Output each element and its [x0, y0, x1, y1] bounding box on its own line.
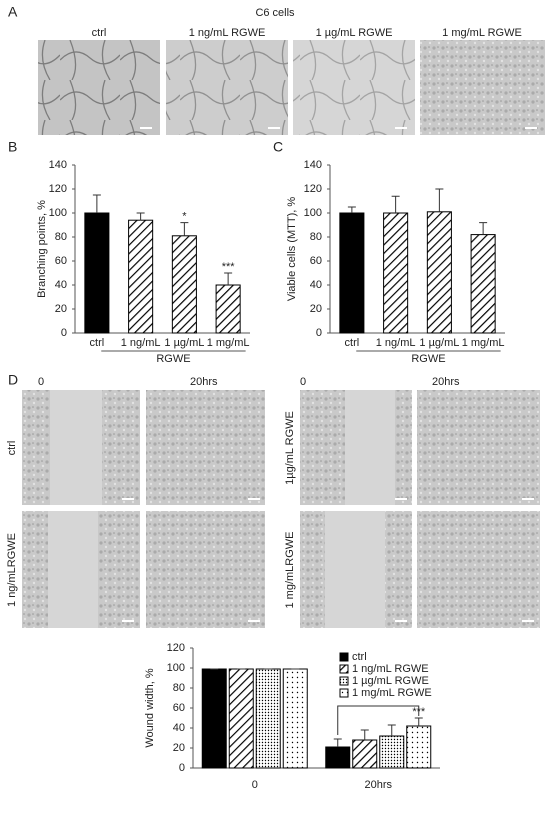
y-tick-label: 40 [173, 722, 185, 734]
micrographs-d [22, 390, 540, 628]
bar [201, 668, 227, 769]
image-label: ctrl [92, 27, 107, 39]
error-bar [391, 195, 400, 213]
annotation: *** [412, 706, 426, 718]
panel-title: C6 cells [255, 7, 295, 19]
bar [406, 725, 432, 769]
y-tick-label: 80 [310, 231, 322, 243]
group-label: RGWE [156, 353, 190, 365]
error-bar [347, 206, 356, 213]
error-bar [136, 212, 145, 221]
legend-swatch [339, 652, 349, 662]
y-tick-label: 20 [55, 303, 67, 315]
row-label: 1 ng/mLRGWE [6, 533, 18, 607]
x-tick-label: ctrl [345, 337, 360, 349]
bar [255, 668, 281, 769]
y-tick-label: 100 [49, 207, 67, 219]
group-label: RGWE [411, 353, 445, 365]
panel-label: C [273, 139, 283, 155]
y-tick-label: 140 [49, 159, 67, 171]
x-tick-label: 1 mg/mL [207, 337, 250, 349]
x-tick-label: 0 [252, 779, 258, 791]
y-axis-label: Branching points, % [36, 200, 48, 298]
error-bar [360, 729, 369, 740]
x-tick-label: 1 mg/mL [462, 337, 505, 349]
y-tick-label: 120 [167, 642, 185, 654]
annotation: * [182, 211, 187, 223]
y-tick-label: 40 [55, 279, 67, 291]
y-tick-label: 60 [310, 255, 322, 267]
y-tick-label: 0 [61, 327, 67, 339]
legend-swatch [339, 688, 349, 698]
error-bar [414, 717, 423, 726]
error-bar [387, 724, 396, 736]
bar [128, 219, 154, 334]
y-tick-label: 100 [167, 662, 185, 674]
legend-label: 1 µg/mL RGWE [352, 675, 429, 687]
y-tick-label: 20 [173, 742, 185, 754]
error-bar [479, 222, 488, 235]
x-tick-label: ctrl [90, 337, 105, 349]
bar [383, 212, 409, 334]
bar [171, 235, 197, 334]
panel-label: D [8, 372, 18, 388]
y-tick-label: 40 [310, 279, 322, 291]
legend-swatch [339, 676, 349, 686]
bar [325, 746, 351, 769]
row-label: 1 mg/mLRGWE [284, 531, 296, 608]
bar [470, 234, 496, 334]
y-axis-label: Viable cells (MTT), % [286, 197, 298, 302]
error-bar [435, 188, 444, 212]
bar [215, 284, 241, 334]
bar [84, 212, 110, 334]
x-tick-label: 1 µg/mL [419, 337, 459, 349]
time-label: 0 [300, 376, 306, 388]
panel-label: B [8, 139, 17, 155]
panel-label: A [8, 4, 18, 20]
bar [426, 211, 452, 334]
bracket [337, 705, 420, 735]
x-tick-label: 1 µg/mL [164, 337, 204, 349]
y-tick-label: 60 [55, 255, 67, 267]
y-axis-label: Wound width, % [144, 668, 156, 748]
image-label: 1 µg/mL RGWE [316, 27, 393, 39]
y-tick-label: 120 [49, 183, 67, 195]
row-label: 1µg/mL RGWE [284, 411, 296, 485]
error-bar [224, 272, 233, 285]
y-tick-label: 0 [179, 762, 185, 774]
time-label: 20hrs [432, 376, 460, 388]
y-tick-label: 80 [55, 231, 67, 243]
bar [379, 735, 405, 769]
image-label: 1 ng/mL RGWE [189, 27, 266, 39]
row-label: ctrl [6, 441, 18, 456]
annotation: *** [222, 261, 236, 273]
error-bar [180, 222, 189, 236]
x-tick-label: 1 ng/mL [121, 337, 161, 349]
error-bar [333, 738, 342, 747]
time-label: 20hrs [190, 376, 218, 388]
x-tick-label: 20hrs [364, 779, 392, 791]
bar [228, 668, 254, 769]
y-tick-label: 140 [304, 159, 322, 171]
y-tick-label: 0 [316, 327, 322, 339]
y-tick-label: 120 [304, 183, 322, 195]
legend-label: 1 ng/mL RGWE [352, 663, 429, 675]
time-label: 0 [38, 376, 44, 388]
legend-label: ctrl [352, 651, 367, 663]
bar [282, 668, 308, 769]
bar [352, 739, 378, 769]
legend-swatch [339, 664, 349, 674]
y-tick-label: 80 [173, 682, 185, 694]
image-label: 1 mg/mL RGWE [442, 27, 522, 39]
y-tick-label: 100 [304, 207, 322, 219]
y-tick-label: 60 [173, 702, 185, 714]
legend-label: 1 mg/mL RGWE [352, 687, 432, 699]
x-tick-label: 1 ng/mL [376, 337, 416, 349]
y-tick-label: 20 [310, 303, 322, 315]
bar [339, 212, 365, 334]
micrographs-a [38, 40, 545, 135]
error-bar [92, 194, 101, 213]
